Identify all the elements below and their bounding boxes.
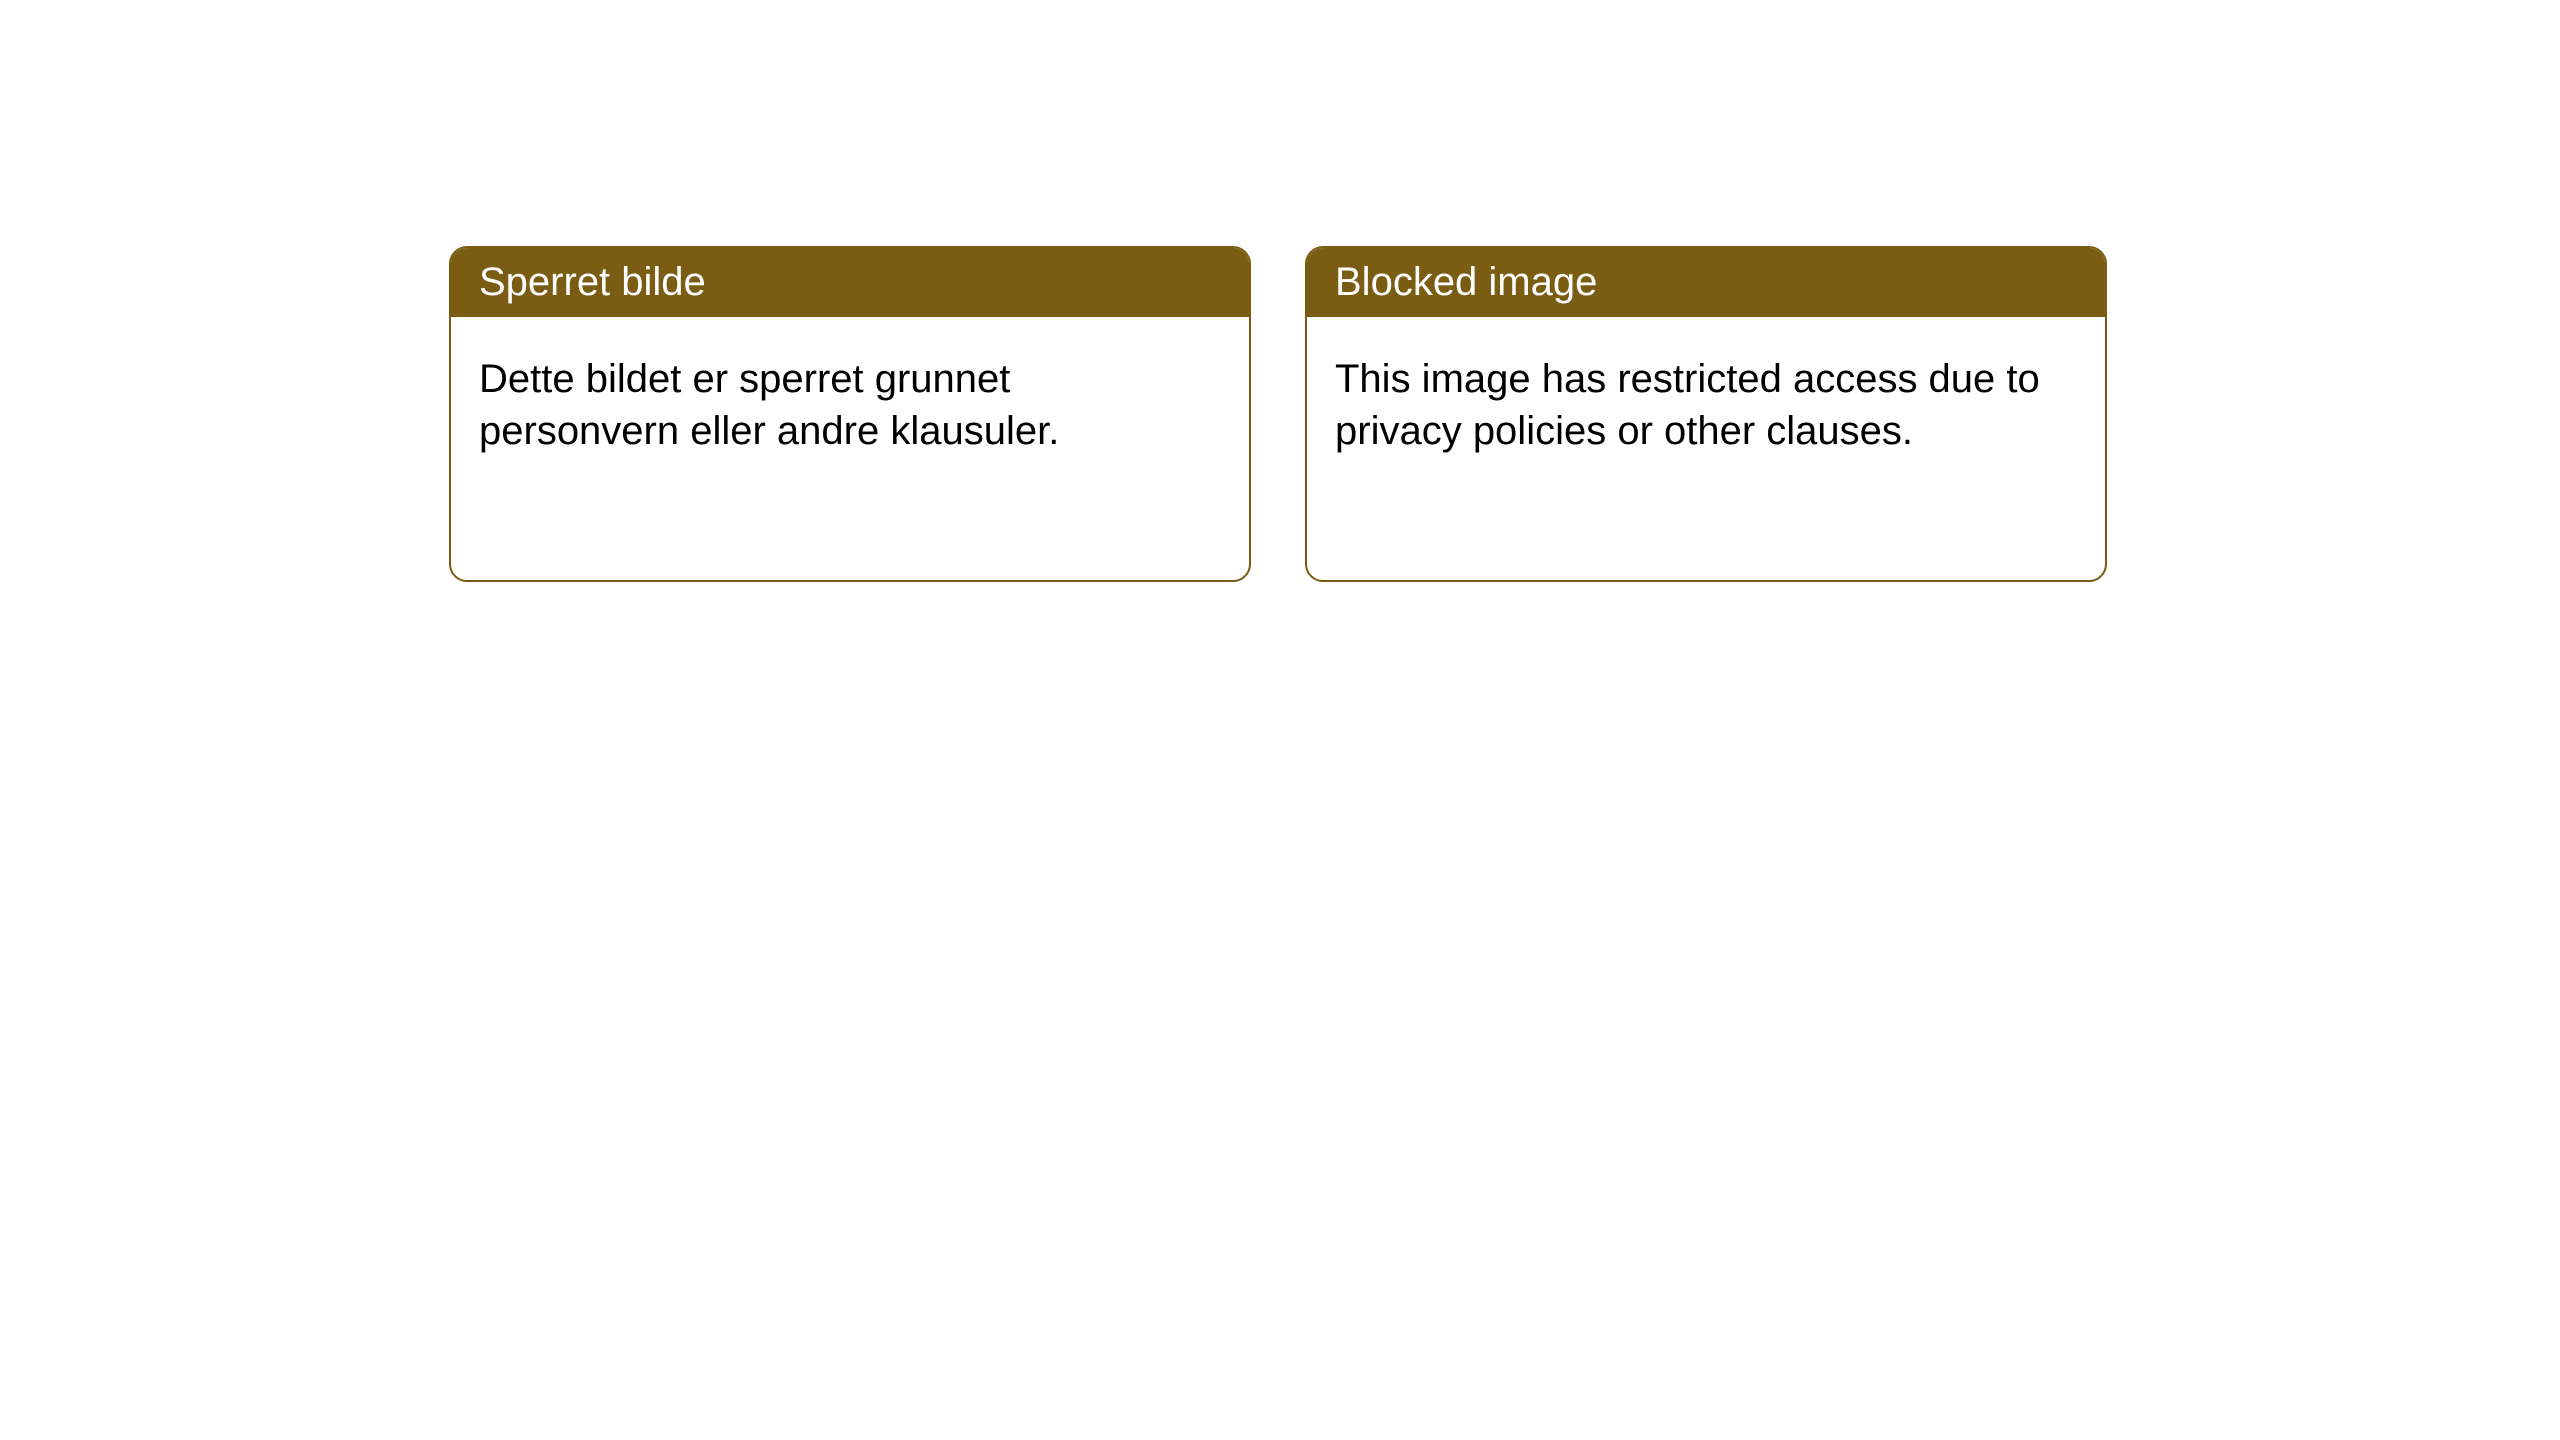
card-header-norwegian: Sperret bilde <box>451 248 1249 317</box>
card-title-norwegian: Sperret bilde <box>479 260 706 304</box>
notice-card-english: Blocked image This image has restricted … <box>1305 246 2107 582</box>
card-text-norwegian: Dette bildet er sperret grunnet personve… <box>479 357 1059 453</box>
card-title-english: Blocked image <box>1335 260 1597 304</box>
card-text-english: This image has restricted access due to … <box>1335 357 2040 453</box>
notice-cards-container: Sperret bilde Dette bildet er sperret gr… <box>449 246 2107 582</box>
card-header-english: Blocked image <box>1307 248 2105 317</box>
card-body-norwegian: Dette bildet er sperret grunnet personve… <box>451 317 1249 493</box>
card-body-english: This image has restricted access due to … <box>1307 317 2105 493</box>
notice-card-norwegian: Sperret bilde Dette bildet er sperret gr… <box>449 246 1251 582</box>
